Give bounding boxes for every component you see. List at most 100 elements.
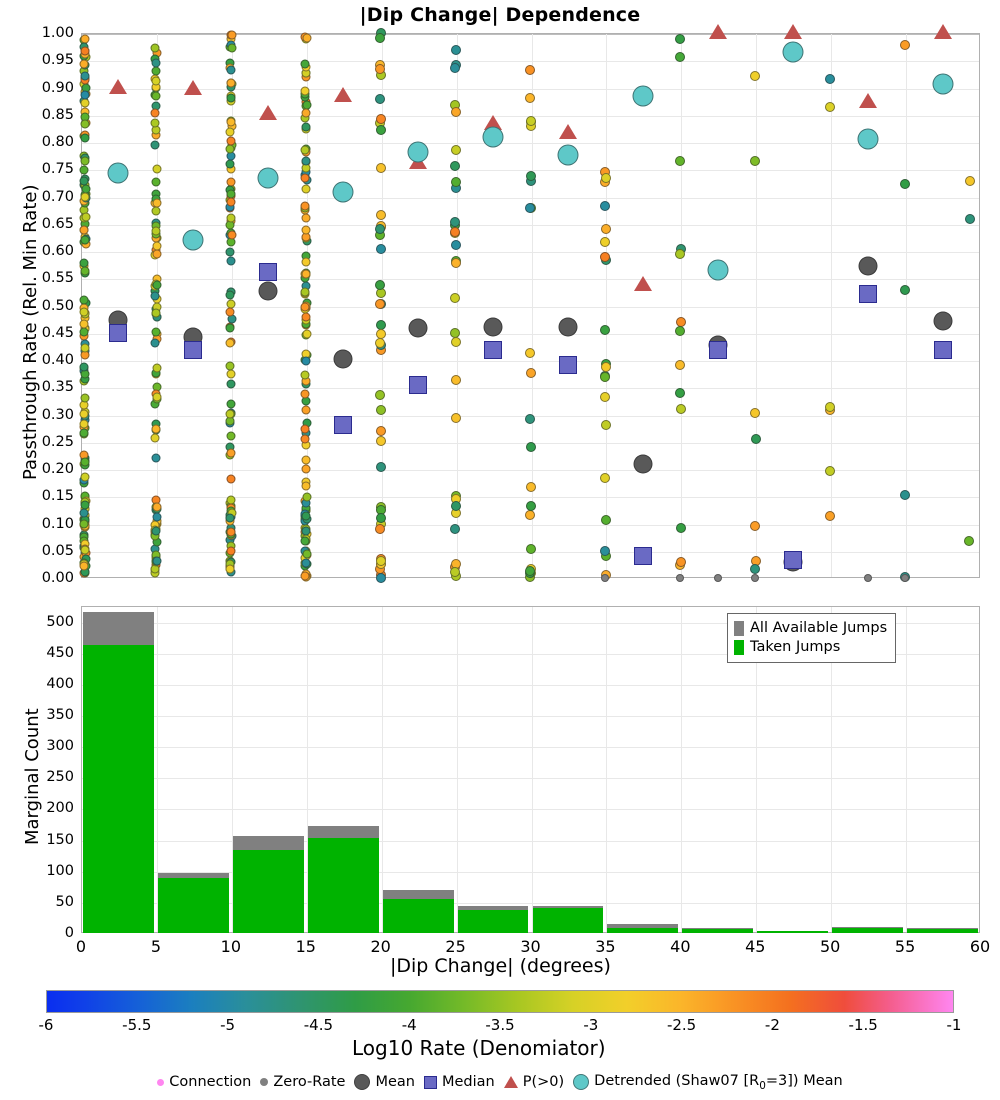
connection-dot <box>80 235 90 245</box>
connection-dot <box>375 113 386 124</box>
marker-legend-label: P(>0) <box>522 1074 565 1091</box>
gridline-vertical <box>231 607 233 932</box>
connection-dot <box>600 223 611 234</box>
connection-dot <box>302 329 312 339</box>
scatter-y-tick: 0.95 <box>41 52 74 69</box>
connection-dot <box>80 457 90 467</box>
connection-dot <box>825 74 836 85</box>
p-gt-0-marker <box>783 24 802 39</box>
connection-dot <box>151 125 161 135</box>
connection-dot <box>899 39 910 50</box>
detrended-mean-marker <box>782 41 804 63</box>
connection-dot <box>749 520 760 531</box>
median-marker <box>933 340 952 359</box>
zero-rate-dot <box>676 574 685 582</box>
gridline-vertical <box>906 34 908 577</box>
gridline-horizontal <box>82 361 979 362</box>
connection-dot <box>152 392 162 402</box>
connection-dot <box>300 370 310 380</box>
connection-dot <box>525 510 536 521</box>
gridline-horizontal <box>82 902 979 904</box>
connection-dot <box>301 526 311 536</box>
connection-dot <box>152 363 162 373</box>
mean-marker <box>483 317 503 337</box>
connection-dot <box>525 544 536 555</box>
scatter-y-tick: 0.25 <box>41 433 74 450</box>
histogram-bar <box>157 872 229 933</box>
colorbar-tick: -5.5 <box>122 1016 152 1034</box>
connection-dot <box>963 536 974 547</box>
connection-dot <box>900 489 911 500</box>
connection-dot <box>450 412 461 423</box>
connection-dot <box>375 404 386 415</box>
connection-dot <box>301 558 311 568</box>
connection-dot <box>80 46 90 56</box>
connection-dot <box>81 212 91 222</box>
marker-legend-item: Median <box>423 1074 495 1090</box>
median-marker <box>109 324 128 343</box>
connection-dot <box>674 359 685 370</box>
histogram-bar <box>382 890 454 933</box>
connection-dot <box>375 524 386 535</box>
connection-dot <box>227 30 237 40</box>
connection-dot <box>302 33 312 43</box>
detrended-mean-marker <box>632 85 654 107</box>
connection-dot <box>79 165 89 175</box>
histogram-legend-label: Taken Jumps <box>750 639 841 655</box>
connection-dot <box>376 243 387 254</box>
gridline-vertical <box>906 607 908 932</box>
histogram-bar <box>232 835 304 933</box>
gridline-vertical <box>831 34 833 577</box>
scatter-y-axis-label: Passthrough Rate (Rel. Min Rate) <box>20 184 41 480</box>
connection-dot <box>376 436 387 447</box>
median-marker <box>409 376 428 395</box>
connection-dot <box>225 338 235 348</box>
connection-dot <box>675 155 686 166</box>
colorbar-tick: -4 <box>401 1016 417 1034</box>
mean-marker <box>333 349 353 369</box>
connection-dot <box>79 225 89 235</box>
connection-dot <box>301 481 311 491</box>
bar-segment-all-jumps <box>382 890 454 899</box>
bar-segment-taken-jumps <box>907 929 978 933</box>
connection-dot <box>899 284 910 295</box>
connection-dot <box>152 556 162 566</box>
histogram-y-tick: 350 <box>46 707 74 723</box>
connection-dot <box>226 431 236 441</box>
bar-segment-all-jumps <box>682 928 754 930</box>
detrended-mean-marker <box>182 229 204 251</box>
bar-segment-all-jumps <box>607 923 679 929</box>
connection-dot <box>225 127 235 137</box>
colorbar-tick: -2 <box>764 1016 780 1034</box>
connection-dot <box>525 500 536 511</box>
connection-dot <box>301 511 311 521</box>
connection-dot <box>152 502 162 512</box>
gridline-horizontal <box>82 840 979 842</box>
colorbar-tick: -1.5 <box>848 1016 878 1034</box>
connection-dot <box>675 325 686 336</box>
connection-dot <box>227 43 236 53</box>
median-marker <box>558 355 577 374</box>
connection-dot <box>151 327 161 337</box>
scatter-y-tick: 0.50 <box>41 297 74 314</box>
gridline-horizontal <box>82 653 979 655</box>
connection-dot <box>226 474 236 484</box>
connection-dot <box>226 136 236 146</box>
gridline-horizontal <box>82 470 979 471</box>
connection-dot <box>151 453 161 463</box>
marker-legend-item: Detrended (Shaw07 [R0=3]) Mean <box>573 1073 843 1092</box>
histogram-x-tick: 45 <box>745 937 766 956</box>
connection-dot <box>150 43 160 53</box>
connection-dot <box>300 145 310 155</box>
mean-marker <box>408 318 428 338</box>
connection-dot <box>825 401 836 412</box>
connection-dot <box>375 33 386 44</box>
histogram-x-axis-label: |Dip Change| (degrees) <box>390 955 611 977</box>
marker-legend: Connection Zero-Rate Mean Median P(>0) Detren… <box>0 1073 1000 1092</box>
connection-dot <box>300 173 310 183</box>
histogram-bar <box>757 931 829 933</box>
connection-dot <box>79 428 89 438</box>
connection-dot <box>80 472 90 482</box>
connection-dot <box>450 144 461 155</box>
